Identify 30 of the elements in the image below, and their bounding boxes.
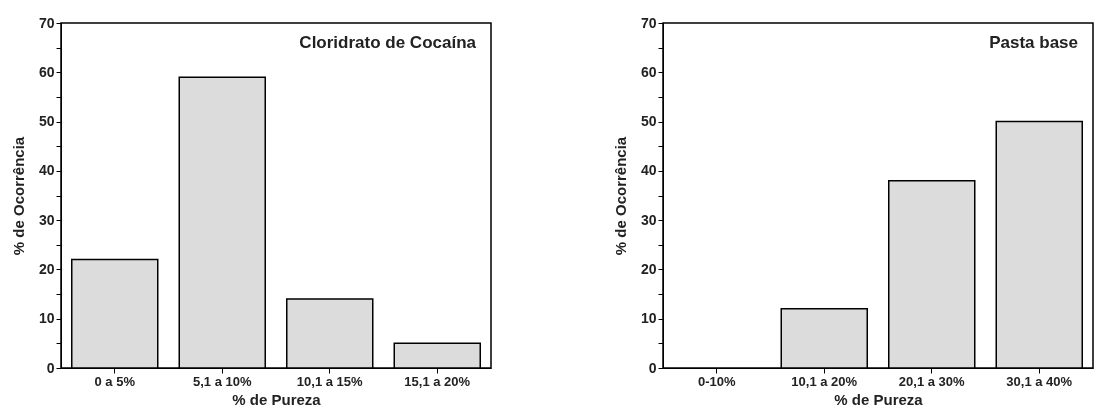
x-axis-title: % de Pureza: [232, 390, 322, 408]
y-tick-label: 60: [38, 63, 55, 80]
y-tick-label: 30: [38, 211, 55, 228]
y-tick-label: 0: [648, 359, 657, 376]
x-tick-label: 5,1 a 10%: [192, 373, 252, 389]
x-tick-label: 0-10%: [697, 373, 736, 389]
text: Cloridrato de Cocaína: [299, 33, 477, 52]
y-tick-label: 0: [46, 359, 55, 376]
x-tick-label: 10,1 a 15%: [296, 373, 364, 389]
y-tick-label: 40: [38, 162, 55, 179]
y-tick-label: 70: [640, 14, 657, 31]
x-tick-label: 0 a 5%: [94, 373, 136, 389]
y-axis-title: % de Ocorrência: [611, 136, 629, 256]
y-tick-label: 10: [38, 310, 55, 327]
y-tick-label: 20: [38, 260, 55, 277]
x-tick-label: 15,1 a 20%: [404, 373, 471, 389]
y-tick-label: 30: [640, 211, 657, 228]
y-tick-label: 50: [38, 113, 55, 130]
text: Pasta base: [989, 33, 1078, 52]
y-tick-label: 40: [640, 162, 657, 179]
x-tick-label: 30,1 a 40%: [1006, 373, 1073, 389]
y-tick-label: 10: [640, 310, 657, 327]
x-tick-label: 10,1 a 20%: [791, 373, 858, 389]
x-tick-label: 20,1 a 30%: [898, 373, 966, 389]
y-tick-label: 50: [640, 113, 657, 130]
y-tick-label: 60: [640, 63, 657, 80]
y-tick-label: 20: [640, 260, 657, 277]
x-axis-title: % de Pureza: [834, 390, 924, 408]
y-axis-title: % de Ocorrência: [9, 136, 27, 256]
y-tick-label: 70: [38, 14, 55, 31]
